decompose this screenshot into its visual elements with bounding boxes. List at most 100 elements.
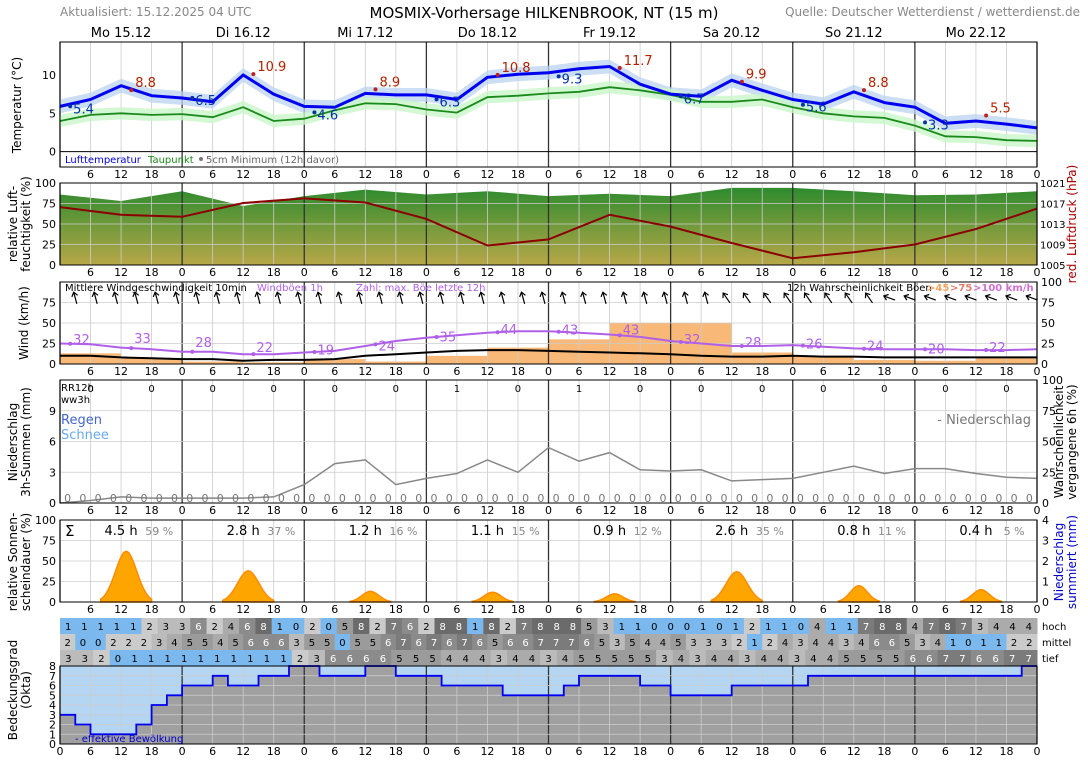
x-tick-label: 12 <box>480 168 494 181</box>
cloud-bar <box>105 734 122 744</box>
rr12h-value: 0 <box>1003 384 1009 395</box>
cloud-value: 6 <box>416 638 422 649</box>
sun-y2-tick: 4 <box>1042 514 1049 527</box>
cloud-value: 1 <box>98 622 104 633</box>
gust-max-marker <box>923 347 928 352</box>
ww3h-value: 0 <box>186 492 193 505</box>
ww3h-value: 0 <box>79 492 86 505</box>
pressure-y-label: red. Luftdruck (hPa) <box>1065 165 1079 284</box>
ww3h-value: 0 <box>797 492 804 505</box>
cloud-cell <box>579 634 595 650</box>
okta-y-tick: 4 <box>49 699 56 712</box>
cloud-value: 2 <box>374 622 380 633</box>
cloud-cell <box>76 650 94 666</box>
cloud-cell <box>971 618 989 634</box>
x-tick-label: 18 <box>877 504 891 517</box>
wind-arrow-head <box>478 291 486 298</box>
wind-arrow <box>152 291 160 304</box>
x-tick-label: 12 <box>114 504 128 517</box>
cloud-cell <box>369 618 387 634</box>
wind-arrow-head <box>844 292 851 299</box>
sunshine-percent: 16 % <box>390 525 418 538</box>
x-tick-label: 18 <box>267 365 281 378</box>
ww3h-value: 0 <box>400 492 407 505</box>
updated-label: Aktualisiert: 15.12.2025 04 UTC <box>60 5 252 19</box>
x-tick-label: 0 <box>423 266 430 279</box>
ww3h-value: 0 <box>766 492 773 505</box>
cloud-value: 4 <box>171 638 177 649</box>
x-tick-label: 18 <box>267 504 281 517</box>
cloud-value: 7 <box>928 622 934 633</box>
wind-arrow-shaft <box>93 292 98 304</box>
cloud-cell <box>646 618 663 634</box>
precip-y-tick: 9 <box>49 405 56 418</box>
pressure-y-tick: 1009 <box>1040 241 1065 252</box>
wind-arrow <box>234 291 241 304</box>
wind-arrow-shaft <box>602 292 607 304</box>
x-tick-label: 0 <box>789 745 796 758</box>
sunshine-hours: 1.2 h <box>349 524 382 539</box>
ww3h-value: 0 <box>873 492 880 505</box>
x-tick-label: 12 <box>725 365 739 378</box>
cloud-value: 8 <box>456 622 462 633</box>
cloud-cell <box>887 650 906 666</box>
cloud-value: 5 <box>342 622 348 633</box>
effective-cloud-line <box>60 665 1037 736</box>
precip-y2-tick: 50 <box>1042 436 1056 449</box>
x-tick-label: 18 <box>145 266 159 279</box>
wind-arrow-shaft <box>844 292 853 304</box>
wind-arrow-shaft <box>73 292 78 304</box>
ww3h-value: 0 <box>721 492 728 505</box>
cloud-cell <box>407 650 425 666</box>
x-tick-label: 0 <box>667 365 674 378</box>
cloud-value: 3 <box>661 654 667 665</box>
cloud-value: 1 <box>231 654 237 665</box>
ww3h-value: 0 <box>568 492 575 505</box>
wind-arrow <box>91 291 99 304</box>
precip-y2-tick: 25 <box>1042 466 1056 479</box>
x-tick-label: 0 <box>545 168 552 181</box>
cloud-cell <box>624 634 641 650</box>
cloud-value: 2 <box>141 638 147 649</box>
x-tick-label: 18 <box>389 603 403 616</box>
x-tick-label: 6 <box>331 168 338 181</box>
x-tick-label: 18 <box>511 365 525 378</box>
wind-arrow-shaft <box>622 292 627 304</box>
x-tick-label: 6 <box>209 504 216 517</box>
cloud-cell <box>613 618 631 634</box>
cloud-value: 1 <box>635 622 641 633</box>
cloud-cell <box>695 618 712 634</box>
gust-max-label: 28 <box>745 336 762 351</box>
snow-label: Schnee <box>61 428 109 443</box>
ww3h-value: 0 <box>782 492 789 505</box>
cloud-cell <box>904 650 922 666</box>
rr12h-value: 0 <box>332 384 338 395</box>
x-tick-label: 18 <box>755 504 769 517</box>
wind-y2-tick: 75 <box>1041 297 1055 310</box>
wind-arrow-head <box>742 292 749 299</box>
rr12h-value: 0 <box>942 384 948 395</box>
cloud-cell <box>401 618 419 634</box>
x-tick-label: 18 <box>389 365 403 378</box>
cloud-value: 3 <box>797 638 803 649</box>
max-temp-label: 8.9 <box>379 75 400 90</box>
cloud-cell <box>151 634 168 650</box>
cloud-value: 6 <box>278 638 284 649</box>
wind-arrow-head <box>641 291 648 298</box>
wind-arrow <box>112 291 119 304</box>
x-tick-label: 6 <box>820 745 827 758</box>
x-tick-label: 12 <box>236 168 250 181</box>
wind-arrow-head <box>964 293 971 301</box>
temperature-line <box>59 64 1038 130</box>
x-tick-label: 12 <box>847 504 861 517</box>
temp-y-tick: 0 <box>49 146 56 159</box>
cloud-cell <box>90 634 107 650</box>
ww3h-value: 0 <box>1011 492 1018 505</box>
wind-arrow <box>519 291 526 304</box>
cloud-value: 1 <box>277 622 283 633</box>
cloud-value: 1 <box>214 654 220 665</box>
cloud-bar <box>838 675 855 744</box>
ww3h-value: 0 <box>553 492 560 505</box>
sun-y2-tick: 3 <box>1042 535 1049 548</box>
x-tick-label: 18 <box>633 168 647 181</box>
